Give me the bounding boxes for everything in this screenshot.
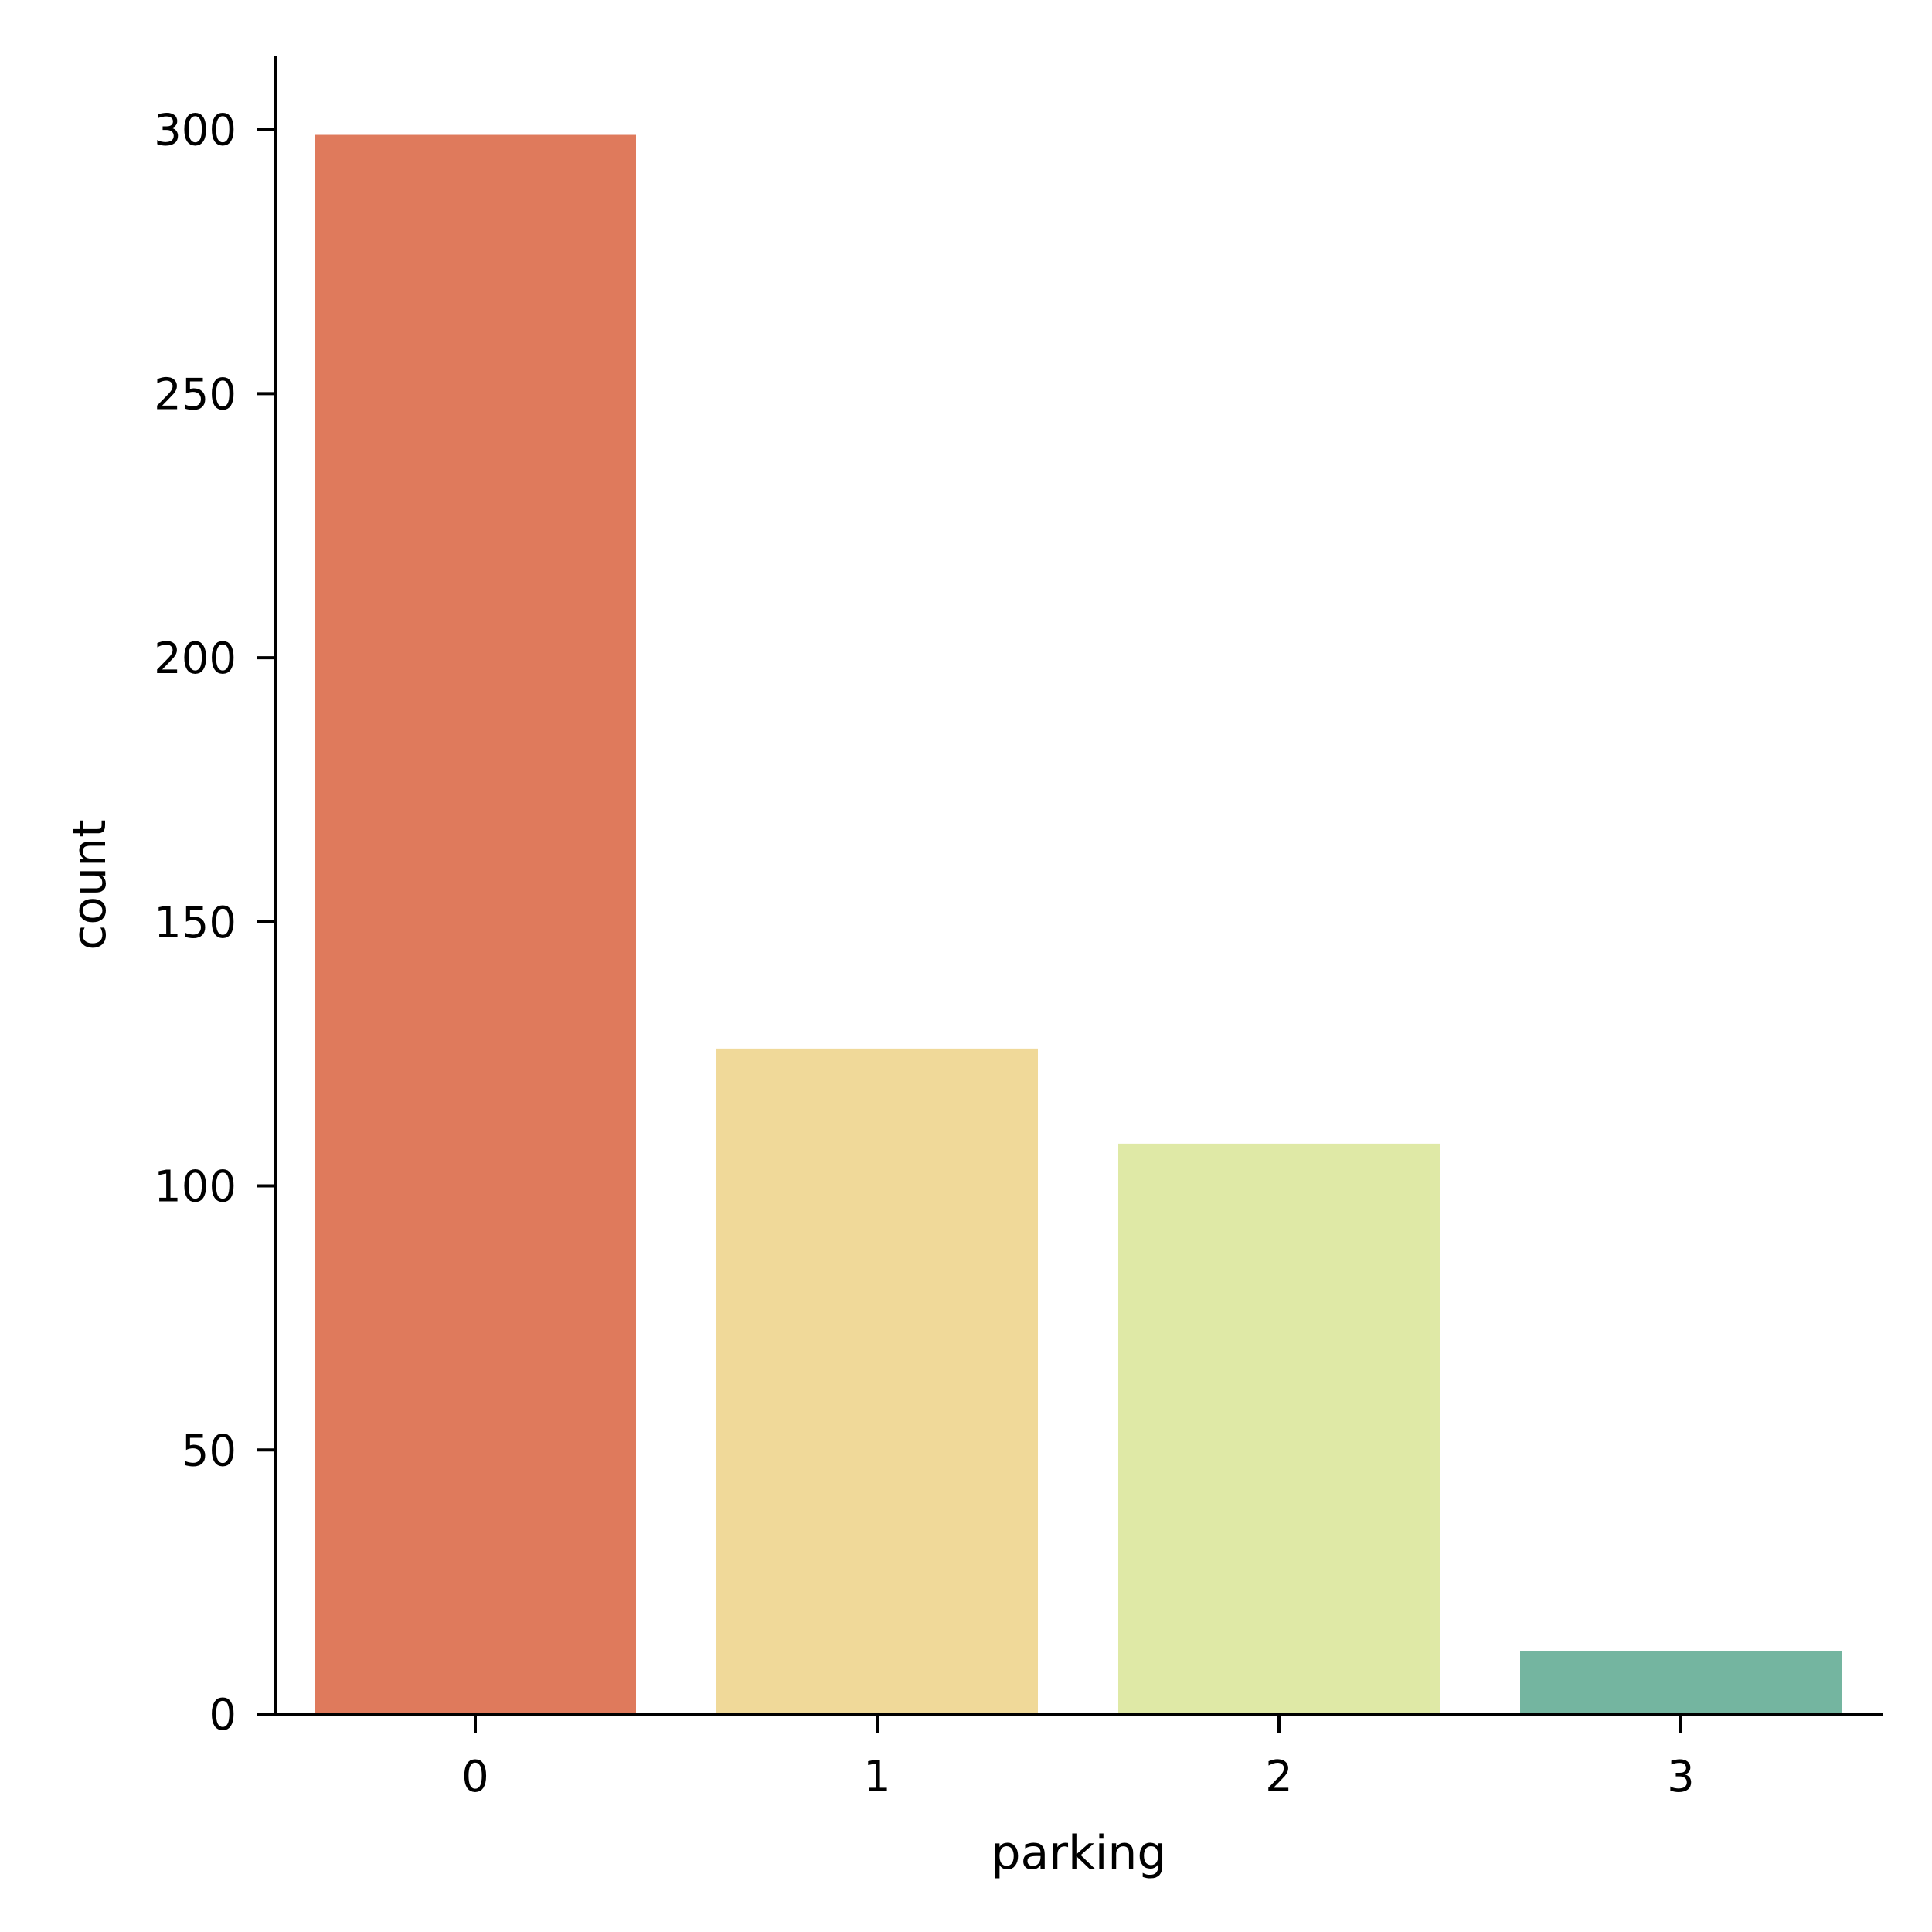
x-axis-label: parking (991, 1826, 1166, 1880)
y-axis: 0 50 100 150 200 250 300 (154, 56, 277, 1740)
y-tick-label: 100 (154, 1162, 236, 1213)
bar-3 (1520, 1650, 1842, 1714)
x-tick-label: 1 (863, 1752, 891, 1802)
x-tick-label: 0 (461, 1752, 489, 1802)
x-tick-label: 3 (1667, 1752, 1695, 1802)
bar-2 (1118, 1143, 1440, 1714)
y-tick-label: 150 (154, 898, 236, 948)
y-axis-label: count (63, 819, 117, 950)
bar-1 (716, 1048, 1038, 1714)
y-tick-label: 300 (154, 106, 236, 156)
bar-0 (315, 134, 636, 1715)
y-tick-label: 50 (182, 1426, 236, 1476)
bars-group (315, 134, 1842, 1715)
x-tick-label: 2 (1265, 1752, 1293, 1802)
x-axis: 0 1 2 3 (274, 1713, 1883, 1802)
y-tick-label: 250 (154, 369, 236, 420)
y-tick-label: 0 (209, 1690, 236, 1740)
y-tick-label: 200 (154, 634, 236, 684)
